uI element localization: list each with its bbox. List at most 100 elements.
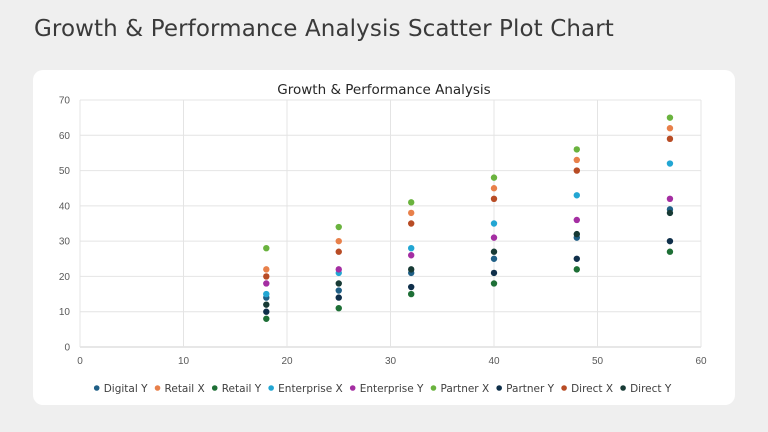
data-point bbox=[573, 156, 580, 164]
legend-item: Partner X bbox=[430, 383, 489, 395]
x-tick-label: 40 bbox=[488, 356, 500, 367]
data-point bbox=[573, 146, 580, 153]
data-point bbox=[263, 290, 270, 298]
data-point bbox=[573, 167, 580, 174]
y-tick-label: 10 bbox=[59, 307, 71, 318]
data-point bbox=[666, 237, 674, 245]
legend-marker bbox=[268, 385, 274, 391]
legend-label: Retail Y bbox=[222, 383, 262, 395]
data-point bbox=[490, 280, 498, 287]
legend-item: Retail X bbox=[154, 383, 205, 395]
data-point bbox=[335, 266, 342, 273]
legend-label: Retail X bbox=[165, 383, 205, 395]
data-point bbox=[263, 308, 270, 315]
data-point bbox=[263, 315, 270, 322]
y-tick-label: 70 bbox=[59, 96, 71, 107]
legend-item: Direct X bbox=[561, 383, 613, 395]
chart-card: 0 10 20 30 40 50 60 70 0 10 20 30 40 50 60 Digital Y R… bbox=[33, 70, 735, 405]
y-tick-label: 20 bbox=[59, 272, 71, 283]
data-point bbox=[408, 290, 415, 298]
data-point bbox=[335, 294, 342, 301]
grid-lines bbox=[79, 99, 702, 348]
data-point bbox=[335, 223, 342, 231]
data-point bbox=[263, 280, 270, 287]
data-point bbox=[263, 266, 270, 273]
legend-marker bbox=[211, 385, 218, 391]
data-point bbox=[573, 192, 580, 199]
data-point bbox=[666, 248, 674, 255]
data-point bbox=[490, 255, 498, 262]
y-axis-ticks: 0 10 20 30 40 50 60 70 bbox=[59, 96, 71, 354]
data-point bbox=[490, 248, 498, 255]
legend-label: Digital Y bbox=[104, 383, 148, 395]
x-tick-label: 60 bbox=[695, 356, 707, 367]
x-tick-label: 20 bbox=[281, 356, 293, 367]
data-point bbox=[335, 287, 342, 294]
data-point bbox=[490, 269, 498, 277]
data-point bbox=[408, 199, 415, 206]
y-tick-label: 50 bbox=[59, 166, 71, 177]
data-point bbox=[263, 273, 270, 280]
legend-marker bbox=[620, 385, 626, 391]
data-point bbox=[573, 216, 580, 224]
x-tick-label: 0 bbox=[77, 356, 83, 367]
x-axis-ticks: 0 10 20 30 40 50 60 bbox=[77, 356, 707, 367]
x-tick-label: 50 bbox=[592, 356, 604, 367]
legend-label: Partner X bbox=[440, 383, 489, 395]
legend-marker bbox=[496, 385, 502, 391]
data-point bbox=[408, 209, 415, 217]
data-point bbox=[573, 230, 580, 238]
x-tick-label: 10 bbox=[178, 356, 190, 367]
data-point bbox=[408, 266, 415, 273]
legend-item: Digital Y bbox=[93, 383, 148, 395]
data-point bbox=[408, 220, 415, 227]
data-point bbox=[490, 195, 498, 202]
chart-title: Growth & Performance Analysis bbox=[277, 82, 490, 98]
legend-item: Enterprise Y bbox=[349, 383, 424, 395]
y-tick-label: 40 bbox=[59, 201, 71, 212]
data-point bbox=[335, 248, 342, 255]
data-point bbox=[666, 114, 674, 121]
legend-marker bbox=[93, 385, 100, 391]
data-point bbox=[408, 283, 415, 291]
data-point bbox=[573, 255, 580, 262]
data-point bbox=[666, 135, 674, 143]
legend-label: Enterprise X bbox=[278, 383, 343, 395]
data-point bbox=[335, 304, 342, 312]
data-point bbox=[335, 280, 342, 287]
scatter-chart: 0 10 20 30 40 50 60 70 0 10 20 30 40 50 60 Digital Y R… bbox=[59, 82, 707, 395]
x-tick-label: 30 bbox=[385, 356, 397, 367]
legend-label: Direct Y bbox=[630, 383, 672, 395]
legend-marker bbox=[561, 385, 567, 391]
y-tick-label: 60 bbox=[59, 131, 71, 142]
data-point bbox=[666, 209, 674, 217]
legend-item: Direct Y bbox=[620, 383, 672, 395]
data-point bbox=[666, 160, 674, 167]
legend-item: Retail Y bbox=[211, 383, 262, 395]
data-point bbox=[408, 252, 415, 259]
legend-item: Partner Y bbox=[496, 383, 555, 395]
data-point bbox=[408, 245, 415, 252]
data-point bbox=[335, 237, 342, 245]
legend-item: Enterprise X bbox=[268, 383, 343, 395]
data-point bbox=[263, 245, 270, 252]
data-point bbox=[263, 301, 270, 308]
legend-marker bbox=[154, 385, 161, 391]
data-point bbox=[490, 174, 498, 181]
legend-label: Direct X bbox=[571, 383, 613, 395]
data-point bbox=[490, 185, 498, 192]
data-point bbox=[573, 266, 580, 273]
legend-label: Enterprise Y bbox=[360, 383, 424, 395]
data-point bbox=[666, 125, 674, 132]
legend-marker bbox=[349, 385, 356, 391]
slide-title: Growth & Performance Analysis Scatter Pl… bbox=[34, 16, 614, 42]
y-tick-label: 0 bbox=[64, 343, 70, 354]
y-tick-label: 30 bbox=[59, 237, 71, 248]
legend: Digital Y Retail X Retail Y Enterprise X Ent… bbox=[93, 383, 672, 395]
data-point bbox=[490, 234, 498, 241]
legend-marker bbox=[430, 385, 437, 391]
data-points bbox=[263, 114, 674, 322]
data-point bbox=[490, 220, 498, 227]
data-point bbox=[666, 195, 674, 202]
legend-label: Partner Y bbox=[506, 383, 554, 395]
